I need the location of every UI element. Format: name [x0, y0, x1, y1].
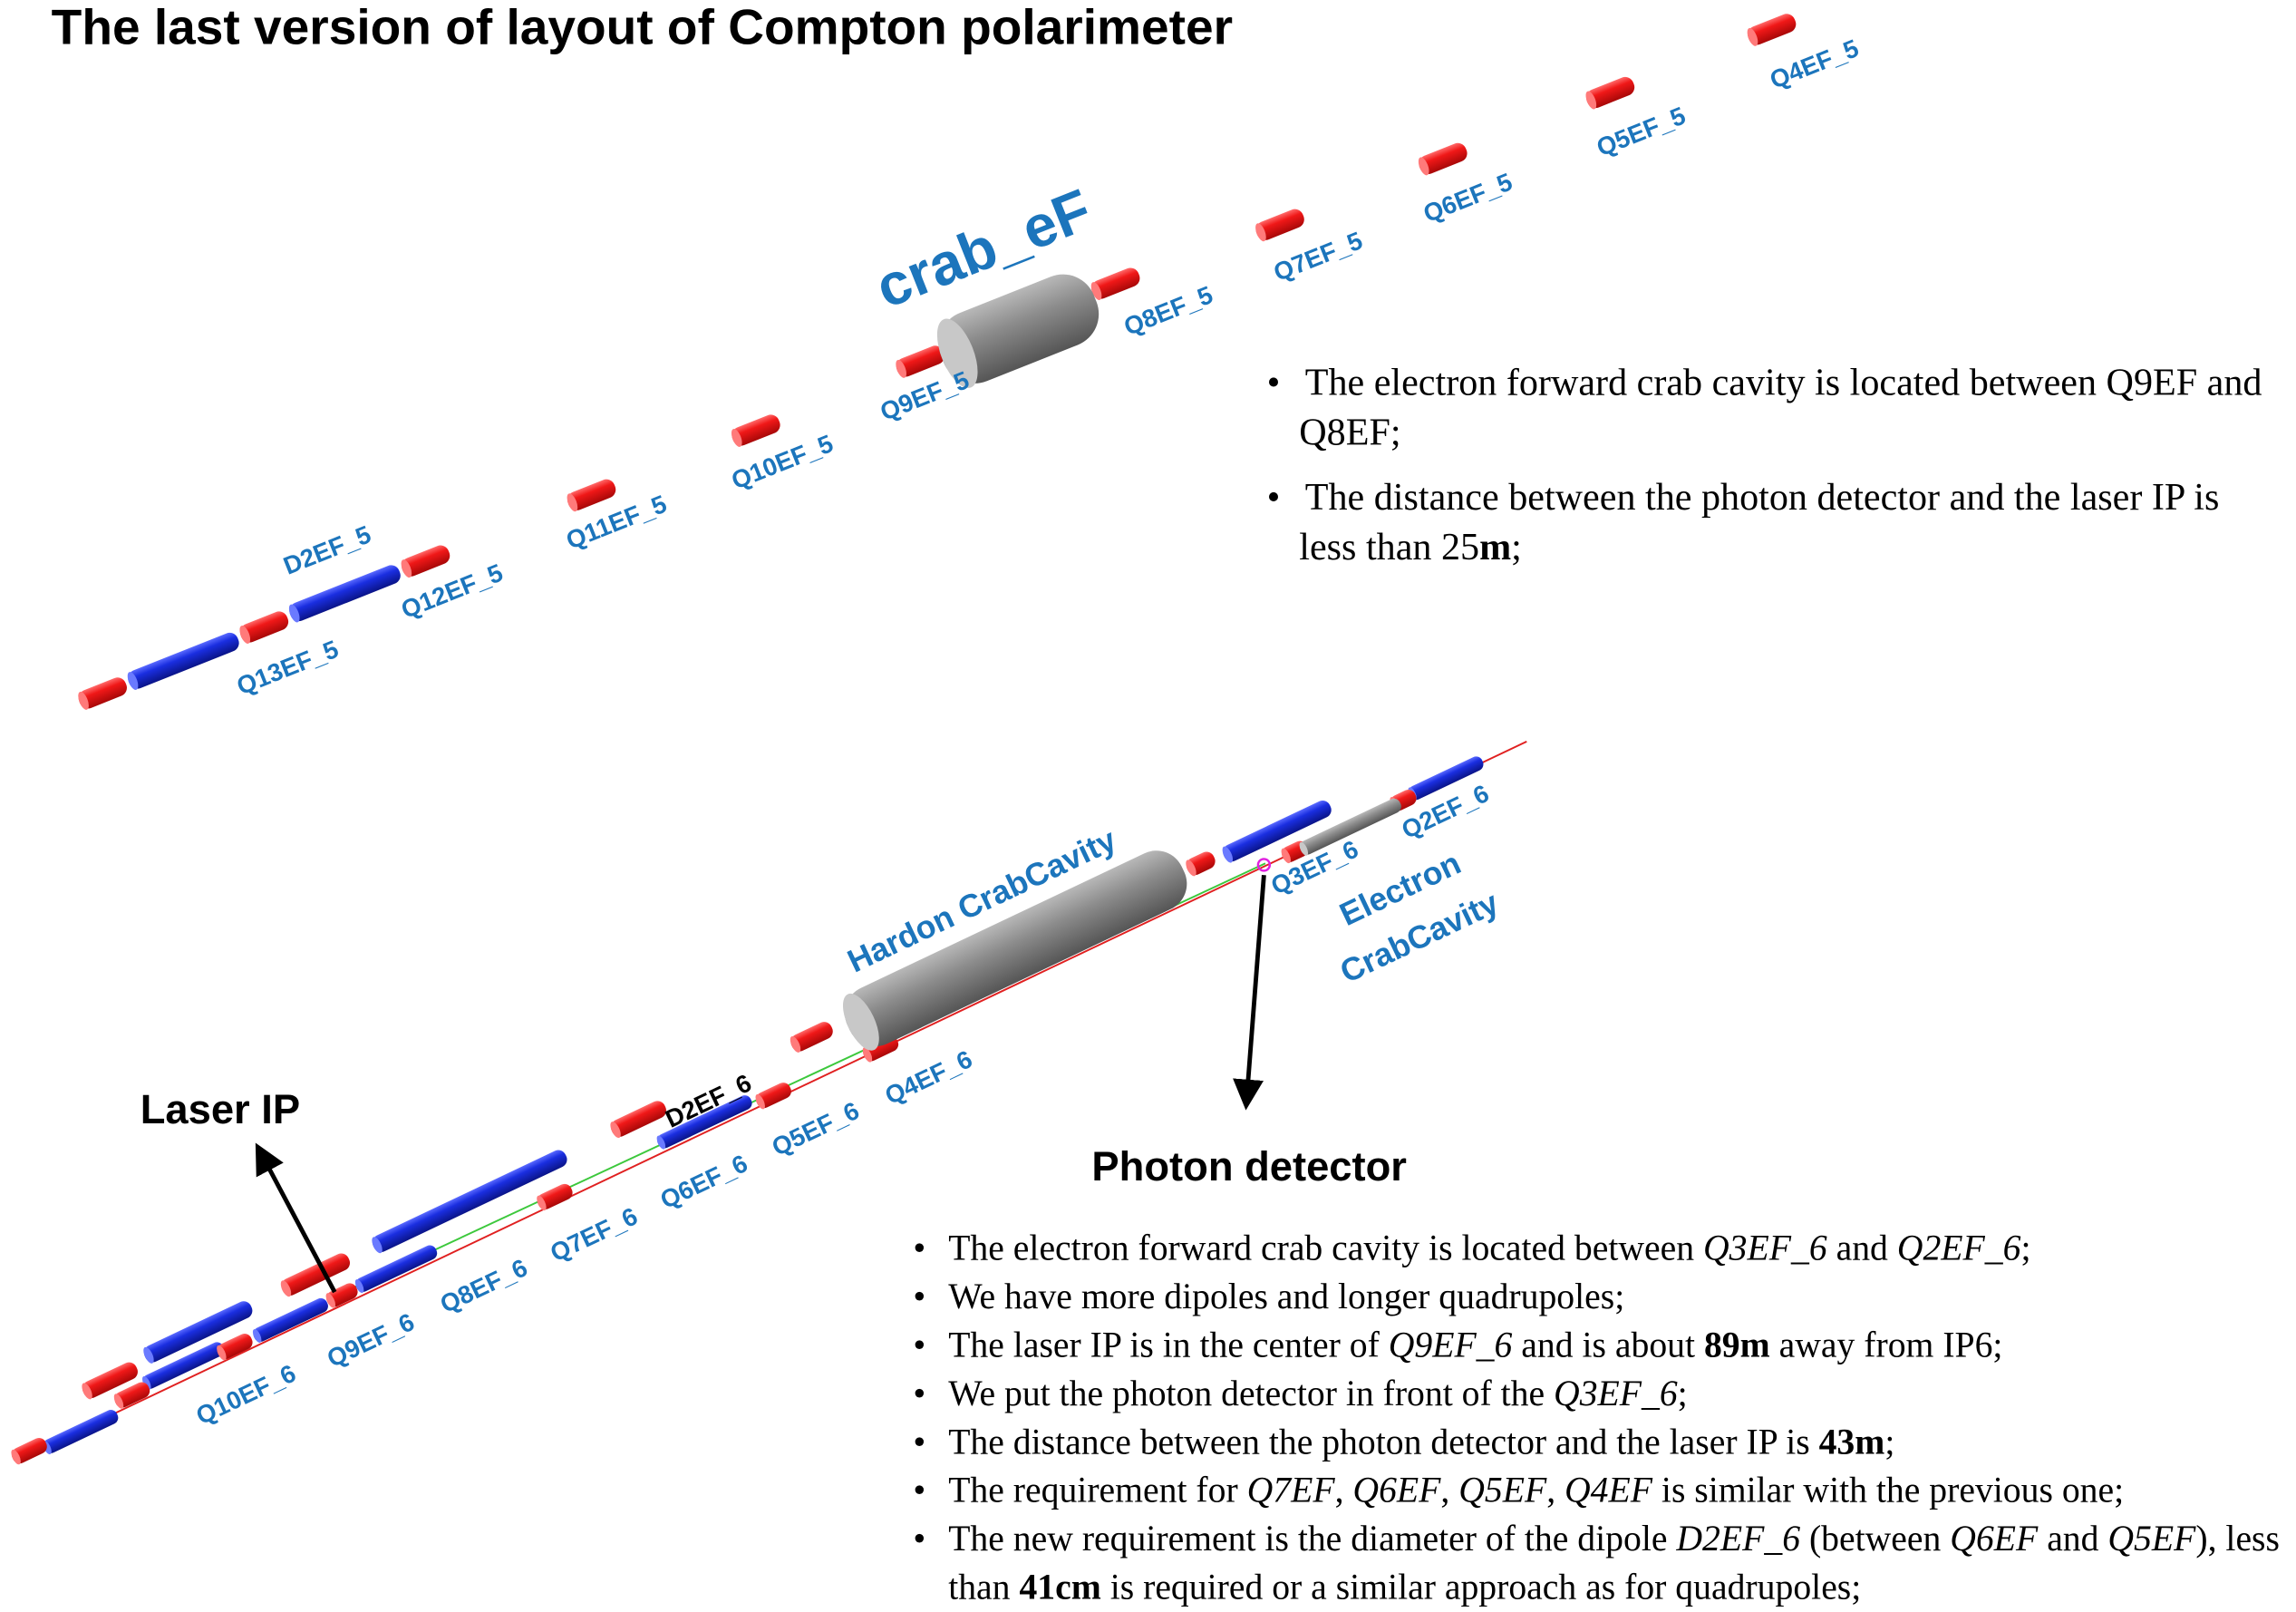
page: {"title": "The last version of layout of… [0, 0, 2296, 1605]
italic-run: Q4EF [1565, 1471, 1652, 1511]
magnet [1254, 207, 1307, 243]
bullet: The electron forward crab cavity is loca… [1255, 358, 2268, 458]
italic-run: Q5EF [1458, 1471, 1546, 1511]
magnet [354, 1243, 440, 1294]
magnet [1089, 266, 1142, 302]
magnet [730, 413, 783, 449]
magnet-label: Q6EF_5 [1419, 168, 1516, 228]
italic-run: Q3EF_6 [1554, 1374, 1678, 1414]
italic-run: Q2EF_6 [1897, 1229, 2021, 1269]
photon-detector-label: Photon detector [1091, 1143, 1407, 1190]
upper-notes: The electron forward crab cavity is loca… [1255, 358, 2268, 588]
magnet [76, 675, 130, 711]
magnet [125, 630, 241, 691]
slide: D2EF_5Q13EF_5Q12EF_5Q11EF_5Q10EF_5Q9EF_5… [0, 0, 2296, 1605]
text-run: ; [1884, 1423, 1894, 1462]
magnet-label: Q8EF_5 [1120, 280, 1217, 341]
text-run: The distance between the photon detector… [948, 1423, 1818, 1462]
text-run: and [2038, 1520, 2107, 1559]
magnet-label: Q6EF_6 [656, 1149, 752, 1214]
magnet [251, 1296, 330, 1345]
magnet [535, 1181, 575, 1211]
text-run: We put the photon detector in front of t… [948, 1374, 1554, 1414]
italic-run: D2EF_6 [1676, 1520, 1800, 1559]
bullet: The requirement for Q7EF, Q6EF, Q5EF, Q4… [907, 1467, 2296, 1515]
italic-run: Q9EF_6 [1389, 1326, 1513, 1365]
photon-detector-arrow [1246, 875, 1264, 1104]
magnet-label: Q5EF_6 [768, 1096, 864, 1161]
magnet [237, 609, 291, 646]
laser-ip-arrow [258, 1148, 334, 1292]
magnet-label: Q4EF_5 [1766, 34, 1863, 94]
text-run: , [1546, 1471, 1565, 1511]
magnet [1584, 74, 1637, 111]
text-run: (between [1800, 1520, 1950, 1559]
bullet: The distance between the photon detector… [1255, 472, 2268, 572]
bold-run: 41cm [1019, 1568, 1100, 1608]
magnet-body [354, 1243, 440, 1294]
bullet: We have more dipoles and longer quadrupo… [907, 1273, 2296, 1321]
magnet [565, 477, 618, 513]
laser-ip-label: Laser IP [140, 1086, 300, 1132]
magnet-label: Q7EF_5 [1270, 226, 1367, 286]
magnet [788, 1019, 835, 1054]
magnet-label: Q9EF_5 [877, 365, 974, 426]
bold-run: m [1479, 526, 1511, 568]
text-run: is similar with the previous one; [1652, 1471, 2124, 1511]
italic-run: Q3EF_6 [1703, 1229, 1827, 1269]
bullet: The new requirement is the diameter of t… [907, 1515, 2296, 1612]
italic-run: Q5EF [2107, 1520, 2195, 1559]
text-run: The electron forward crab cavity is loca… [1299, 361, 2262, 453]
text-run: We have more dipoles and longer quadrupo… [948, 1277, 1624, 1317]
text-run: The electron forward crab cavity is loca… [948, 1229, 1703, 1269]
text-run: away from IP6; [1770, 1326, 2003, 1365]
text-run: is required or a similar approach as for… [1101, 1568, 1861, 1608]
magnet [41, 1408, 120, 1456]
magnet-body [41, 1408, 120, 1456]
magnet-label: Q9EF_6 [323, 1307, 419, 1373]
magnet-label: Q5EF_5 [1593, 102, 1690, 162]
magnet [1184, 850, 1218, 878]
text-run: ; [2020, 1229, 2030, 1269]
bullet: The distance between the photon detector… [907, 1418, 2296, 1466]
bullet: We put the photon detector in front of t… [907, 1370, 2296, 1418]
magnet [399, 543, 452, 579]
magnet-label: Q8EF_6 [436, 1253, 532, 1318]
magnet [753, 1080, 793, 1110]
magnet-body [251, 1296, 330, 1345]
magnet [1745, 11, 1798, 47]
italic-run: Q6EF [1950, 1520, 2038, 1559]
text-run: and [1827, 1229, 1897, 1269]
bold-run: 89m [1704, 1326, 1770, 1365]
magnet [1416, 141, 1469, 177]
magnet-label: Q7EF_6 [546, 1202, 642, 1267]
italic-run: Q7EF [1247, 1471, 1335, 1511]
magnet-label: Q4EF_6 [880, 1044, 976, 1110]
magnet-body [125, 630, 241, 691]
text-run: ; [1511, 526, 1522, 568]
lower-notes: The electron forward crab cavity is loca… [907, 1225, 2296, 1612]
magnet [608, 1098, 669, 1139]
text-run: ; [1678, 1374, 1688, 1414]
magnet-label: D2EF_5 [279, 520, 374, 580]
magnet [9, 1435, 49, 1465]
magnet-label: Q13EF_5 [233, 635, 343, 700]
text-run: The laser IP is in the center of [948, 1326, 1389, 1365]
text-run: The distance between the photon detector… [1299, 476, 2219, 568]
text-run: The new requirement is the diameter of t… [948, 1520, 1676, 1559]
italic-run: Q6EF [1352, 1471, 1440, 1511]
text-run: , [1335, 1471, 1353, 1511]
labels: D2EF_5Q13EF_5Q12EF_5Q11EF_5Q10EF_5Q9EF_5… [140, 34, 1863, 1430]
bullet: The laser IP is in the center of Q9EF_6 … [907, 1322, 2296, 1370]
text-run: The requirement for [948, 1471, 1246, 1511]
text-run: and is about [1512, 1326, 1704, 1365]
slide-title: The last version of layout of Compton po… [52, 0, 1233, 57]
text-run: , [1440, 1471, 1458, 1511]
bullet: The electron forward crab cavity is loca… [907, 1225, 2296, 1273]
bold-run: 43m [1819, 1423, 1885, 1462]
